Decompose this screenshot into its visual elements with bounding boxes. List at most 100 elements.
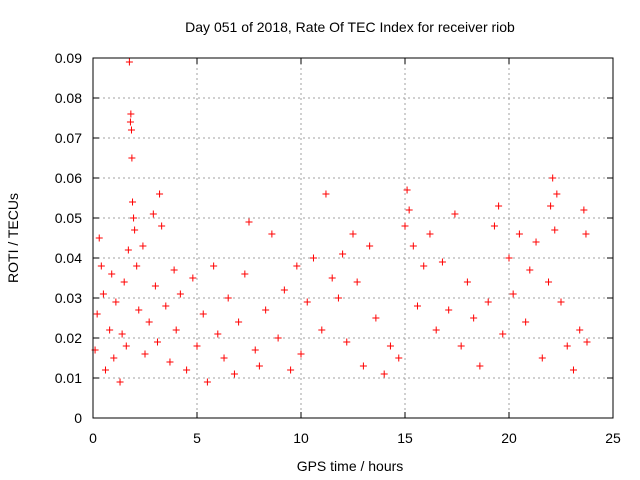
data-point (214, 330, 222, 338)
data-point (359, 362, 367, 370)
data-point (127, 110, 135, 118)
data-point (158, 222, 166, 230)
data-point (580, 206, 588, 214)
y-tick-label: 0.03 (55, 290, 82, 306)
x-tick-label: 0 (89, 430, 97, 446)
data-point (93, 310, 101, 318)
data-point (145, 318, 153, 326)
data-point (426, 230, 434, 238)
data-point (156, 190, 164, 198)
x-tick-label: 10 (293, 430, 309, 446)
data-point (166, 358, 174, 366)
y-tick-label: 0 (74, 410, 82, 426)
data-point (118, 330, 126, 338)
data-point (133, 262, 141, 270)
y-tick-label: 0.04 (55, 250, 82, 266)
data-point (170, 266, 178, 274)
data-point (545, 278, 553, 286)
data-point (127, 126, 135, 134)
data-point (547, 202, 555, 210)
data-point (353, 278, 361, 286)
data-point (380, 370, 388, 378)
data-point (582, 230, 590, 238)
data-point (432, 326, 440, 334)
y-axis-label: ROTI / TECUs (5, 193, 21, 283)
y-tick-label: 0.08 (55, 90, 82, 106)
tick-labels: 0 5 10 15 20 25 0 0.01 0.02 0.03 0.04 0.05 0.06 0.07 0… (55, 50, 621, 446)
data-point (576, 326, 584, 334)
data-point (339, 250, 347, 258)
data-point (268, 230, 276, 238)
data-point (549, 174, 557, 182)
data-points (91, 58, 591, 386)
x-tick-label: 20 (501, 430, 517, 446)
data-point (303, 298, 311, 306)
data-point (583, 338, 591, 346)
data-point (403, 186, 411, 194)
data-point (262, 306, 270, 314)
data-point (309, 254, 317, 262)
data-point (334, 294, 342, 302)
data-point (139, 242, 147, 250)
data-point (162, 302, 170, 310)
data-point (153, 338, 161, 346)
data-point (172, 326, 180, 334)
data-point (112, 298, 120, 306)
data-point (490, 222, 498, 230)
data-point (557, 298, 565, 306)
data-point (318, 326, 326, 334)
y-tick-label: 0.02 (55, 330, 82, 346)
data-point (120, 278, 128, 286)
data-point (124, 246, 132, 254)
data-point (470, 314, 478, 322)
data-point (372, 314, 380, 322)
data-point (280, 286, 288, 294)
y-tick-label: 0.06 (55, 170, 82, 186)
data-point (366, 242, 374, 250)
data-point (129, 198, 137, 206)
data-point (287, 366, 295, 374)
data-point (499, 330, 507, 338)
chart-title: Day 051 of 2018, Rate Of TEC Index for r… (185, 19, 515, 35)
data-point (526, 266, 534, 274)
data-point (438, 258, 446, 266)
data-point (122, 342, 130, 350)
data-point (505, 254, 513, 262)
data-point (553, 190, 561, 198)
data-point (328, 274, 336, 282)
data-point (484, 298, 492, 306)
data-point (409, 242, 417, 250)
data-point (551, 226, 559, 234)
data-point (569, 366, 577, 374)
data-point (451, 210, 459, 218)
data-point (476, 362, 484, 370)
data-point (563, 342, 571, 350)
data-point (245, 218, 253, 226)
data-point (135, 306, 143, 314)
data-point (125, 58, 133, 66)
data-point (274, 334, 282, 342)
x-axis-label: GPS time / hours (297, 458, 404, 474)
y-tick-label: 0.01 (55, 370, 82, 386)
y-tick-label: 0.07 (55, 130, 82, 146)
data-point (141, 350, 149, 358)
data-point (401, 222, 409, 230)
data-point (241, 270, 249, 278)
data-point (95, 234, 103, 242)
data-point (101, 366, 109, 374)
data-point (293, 262, 301, 270)
data-point (420, 262, 428, 270)
data-point (176, 290, 184, 298)
x-tick-label: 25 (605, 430, 621, 446)
data-point (224, 294, 232, 302)
data-point (413, 302, 421, 310)
data-point (457, 342, 465, 350)
data-point (445, 306, 453, 314)
data-point (108, 270, 116, 278)
data-point (116, 378, 124, 386)
data-point (210, 262, 218, 270)
data-point (230, 370, 238, 378)
y-tick-label: 0.05 (55, 210, 82, 226)
x-tick-label: 15 (397, 430, 413, 446)
data-point (322, 190, 330, 198)
